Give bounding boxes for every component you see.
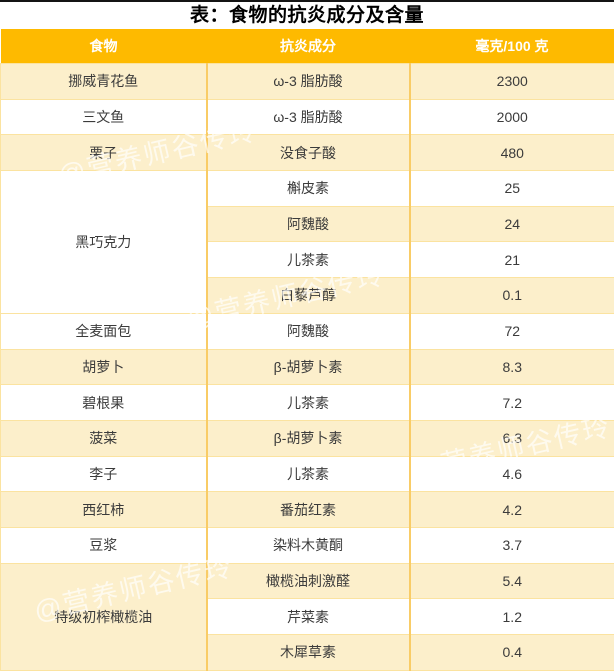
amount-cell: 5.4	[408, 562, 614, 600]
page-title: 表：食物的抗炎成分及含量	[189, 4, 424, 26]
amount-cell: 480	[408, 134, 614, 172]
component-cell: ω-3 脂肪酸	[205, 98, 411, 136]
table-row: 木犀草素 0.4	[1, 634, 614, 671]
amount-cell: 2300	[408, 63, 614, 100]
food-cell: 特级初榨橄榄油	[0, 562, 208, 671]
table-row: 特级初榨橄榄油 橄榄油刺激醛 5.4	[0, 562, 614, 671]
table-row: 挪威青花鱼 ω-3 脂肪酸 2300	[0, 63, 614, 100]
table-row: 西红柿 番茄红素 4.2	[0, 491, 614, 528]
component-cell: β-胡萝卜素	[205, 419, 411, 457]
food-cell: 李子	[0, 455, 208, 493]
anti-inflammatory-table: 食物 抗炎成分 毫克/100 克 挪威青花鱼 ω-3 脂肪酸 2300 三文鱼 ω-3 …	[0, 29, 614, 671]
food-cell: 全麦面包	[0, 312, 208, 350]
header-cell-food: 食物	[0, 29, 207, 64]
amount-cell: 7.2	[408, 384, 614, 421]
table-row: 三文鱼 ω-3 脂肪酸 2000	[0, 98, 614, 136]
header-cell-component: 抗炎成分	[206, 29, 410, 64]
amount-cell: 0.1	[408, 277, 614, 314]
amount-cell: 4.6	[408, 455, 614, 493]
food-cell: 碧根果	[0, 384, 208, 421]
component-cell: 阿魏酸	[206, 205, 411, 243]
table-body: 挪威青花鱼 ω-3 脂肪酸 2300 三文鱼 ω-3 脂肪酸 2000 栗子 没食子酸 480 黑…	[0, 63, 614, 671]
amount-cell: 25	[408, 170, 614, 207]
component-cell: 没食子酸	[205, 134, 411, 172]
food-cell: 黑巧克力	[0, 170, 208, 314]
component-cell: 阿魏酸	[205, 312, 411, 350]
amount-cell: 2000	[408, 98, 614, 136]
component-cell: 橄榄油刺激醛	[205, 562, 411, 600]
amount-cell: 4.2	[408, 491, 614, 528]
amount-cell: 8.3	[408, 348, 614, 386]
food-cell: 挪威青花鱼	[0, 63, 208, 100]
table-row: 菠菜 β-胡萝卜素 6.3	[0, 419, 614, 457]
food-cell: 三文鱼	[0, 98, 208, 136]
table-row: 胡萝卜 β-胡萝卜素 8.3	[0, 348, 614, 386]
amount-cell: 72	[408, 312, 614, 350]
component-cell: 儿茶素	[205, 455, 411, 493]
component-cell: 番茄红素	[205, 491, 411, 528]
food-cell: 菠菜	[0, 419, 208, 457]
food-cell: 西红柿	[0, 491, 208, 528]
component-cell: 染料木黄酮	[205, 526, 411, 564]
component-cell: 儿茶素	[205, 384, 411, 421]
table-row: 李子 儿茶素 4.6	[0, 455, 614, 493]
table-row: 黑巧克力 槲皮素 25	[0, 170, 614, 314]
amount-cell: 21	[408, 241, 614, 279]
component-cell: 芹菜素	[206, 598, 411, 635]
component-cell: ω-3 脂肪酸	[205, 63, 411, 100]
table-row: 全麦面包 阿魏酸 72	[0, 312, 614, 350]
food-cell: 栗子	[0, 134, 208, 172]
component-cell: β-胡萝卜素	[205, 348, 411, 386]
header-cell-amount: 毫克/100 克	[409, 29, 614, 64]
food-cell: 豆浆	[0, 526, 208, 564]
table-header: 食物 抗炎成分 毫克/100 克	[0, 29, 614, 64]
component-cell: 木犀草素	[206, 634, 411, 671]
table-row: 豆浆 染料木黄酮 3.7	[0, 526, 614, 564]
table-row: 白藜芦醇 0.1	[1, 277, 614, 314]
amount-cell: 1.2	[408, 598, 614, 635]
table-row: 芹菜素 1.2	[1, 598, 614, 635]
table-row: 栗子 没食子酸 480	[0, 134, 614, 172]
amount-cell: 0.4	[408, 634, 614, 671]
amount-cell: 3.7	[408, 526, 614, 564]
amount-cell: 6.3	[408, 419, 614, 457]
component-cell: 儿茶素	[206, 241, 411, 279]
table-row: 碧根果 儿茶素 7.2	[0, 384, 614, 421]
component-cell: 槲皮素	[205, 170, 411, 207]
component-cell: 白藜芦醇	[206, 277, 411, 314]
header-row: 食物 抗炎成分 毫克/100 克	[0, 29, 614, 64]
food-cell: 胡萝卜	[0, 348, 208, 386]
amount-cell: 24	[408, 205, 614, 243]
